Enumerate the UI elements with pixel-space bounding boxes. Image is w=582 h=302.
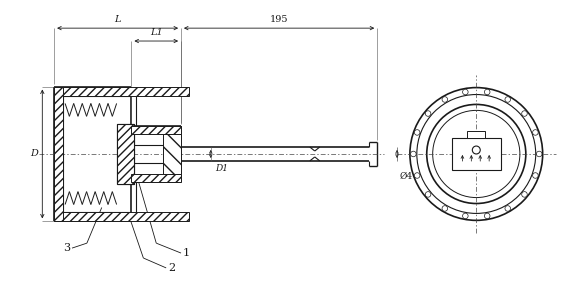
Text: Ø4: Ø4 <box>400 172 413 181</box>
Bar <box>54 87 189 95</box>
Circle shape <box>410 88 542 220</box>
Text: 3: 3 <box>63 243 70 253</box>
Circle shape <box>521 111 527 116</box>
Bar <box>163 134 181 174</box>
Text: L1: L1 <box>150 28 162 37</box>
Text: 2: 2 <box>168 263 175 273</box>
Circle shape <box>442 206 448 211</box>
Circle shape <box>442 97 448 102</box>
Circle shape <box>417 95 535 214</box>
Circle shape <box>533 130 538 135</box>
Circle shape <box>463 213 468 219</box>
Circle shape <box>533 173 538 178</box>
Circle shape <box>414 130 420 135</box>
Circle shape <box>473 146 480 154</box>
Text: D1: D1 <box>215 164 228 173</box>
Bar <box>116 124 134 184</box>
Circle shape <box>537 151 542 157</box>
Circle shape <box>521 192 527 197</box>
Circle shape <box>425 192 431 197</box>
Circle shape <box>484 213 490 219</box>
Bar <box>54 212 189 221</box>
Circle shape <box>425 111 431 116</box>
Circle shape <box>427 104 526 204</box>
Circle shape <box>484 89 490 95</box>
Text: 1: 1 <box>183 248 190 258</box>
Bar <box>452 138 501 170</box>
Circle shape <box>414 173 420 178</box>
Circle shape <box>432 110 520 198</box>
Text: 195: 195 <box>270 15 288 24</box>
Circle shape <box>505 206 510 211</box>
Circle shape <box>410 151 416 157</box>
Text: L: L <box>114 15 121 24</box>
Bar <box>132 126 181 134</box>
Circle shape <box>463 89 468 95</box>
Circle shape <box>505 97 510 102</box>
Text: D: D <box>30 149 38 159</box>
Bar <box>54 87 63 221</box>
Bar <box>132 174 181 182</box>
Bar <box>467 131 485 138</box>
